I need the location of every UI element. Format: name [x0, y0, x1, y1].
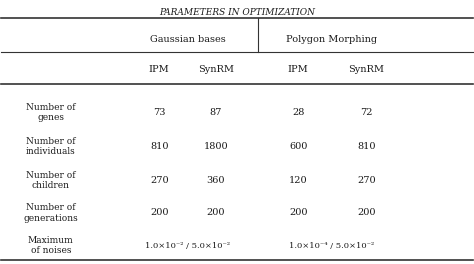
- Text: 810: 810: [150, 142, 168, 151]
- Text: 1.0×10⁻⁴ / 5.0×10⁻²: 1.0×10⁻⁴ / 5.0×10⁻²: [289, 242, 374, 250]
- Text: 73: 73: [153, 108, 165, 117]
- Text: 200: 200: [150, 209, 168, 218]
- Text: Polygon Morphing: Polygon Morphing: [286, 35, 377, 44]
- Text: 1.0×10⁻² / 5.0×10⁻²: 1.0×10⁻² / 5.0×10⁻²: [145, 242, 230, 250]
- Text: Gaussian bases: Gaussian bases: [150, 35, 226, 44]
- Text: Number of
individuals: Number of individuals: [26, 137, 76, 156]
- Text: 87: 87: [210, 108, 222, 117]
- Text: SynRM: SynRM: [198, 65, 234, 74]
- Text: Number of
generations: Number of generations: [24, 203, 78, 223]
- Text: Maximum
of noises: Maximum of noises: [28, 236, 74, 255]
- Text: 120: 120: [289, 176, 308, 185]
- Text: 72: 72: [360, 108, 373, 117]
- Text: PARAMETERS IN OPTIMIZATION: PARAMETERS IN OPTIMIZATION: [159, 8, 315, 17]
- Text: 200: 200: [357, 209, 376, 218]
- Text: 270: 270: [357, 176, 376, 185]
- Text: Number of
children: Number of children: [26, 171, 76, 190]
- Text: 600: 600: [289, 142, 308, 151]
- Text: SynRM: SynRM: [348, 65, 384, 74]
- Text: 200: 200: [289, 209, 308, 218]
- Text: IPM: IPM: [149, 65, 170, 74]
- Text: 1800: 1800: [203, 142, 228, 151]
- Text: 360: 360: [207, 176, 225, 185]
- Text: IPM: IPM: [288, 65, 309, 74]
- Text: 810: 810: [357, 142, 376, 151]
- Text: 270: 270: [150, 176, 169, 185]
- Text: Number of
genes: Number of genes: [26, 103, 76, 122]
- Text: 200: 200: [207, 209, 225, 218]
- Text: 28: 28: [292, 108, 304, 117]
